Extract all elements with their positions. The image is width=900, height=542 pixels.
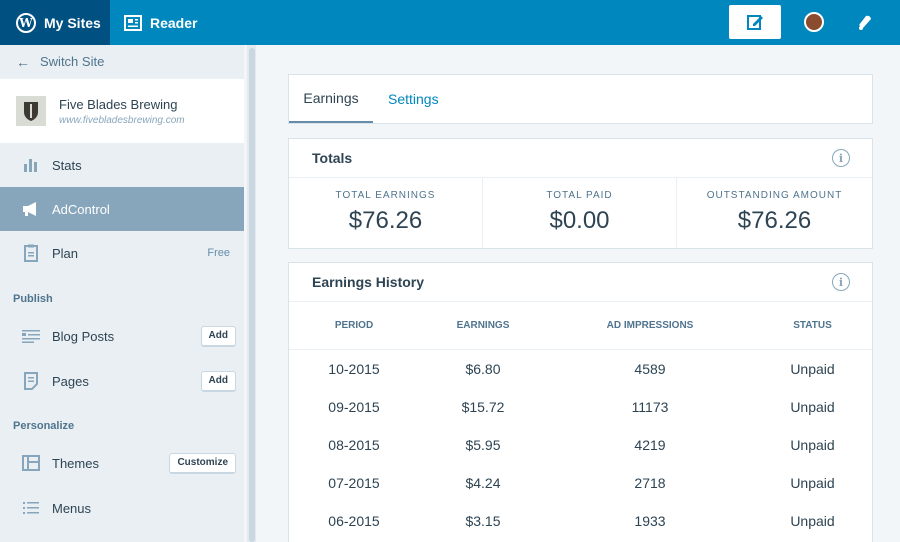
earnings-history-card: Earnings History i PERIOD EARNINGS AD IM… (289, 263, 872, 542)
posts-icon (22, 327, 40, 345)
site-name: Five Blades Brewing (59, 96, 178, 112)
table-row: 08-2015 $5.95 4219 Unpaid (289, 427, 872, 465)
customize-button[interactable]: Customize (169, 452, 236, 474)
sidebar-item-blog-posts[interactable]: Blog Posts Add (0, 314, 244, 358)
menus-icon (22, 499, 40, 517)
impressions-cell: 4589 (634, 361, 666, 377)
earnings-cell: $3.15 (465, 513, 501, 529)
user-avatar[interactable] (804, 12, 824, 32)
switch-site-link[interactable]: ← Switch Site (0, 45, 244, 78)
column-header-status: STATUS (793, 320, 832, 331)
sidebar-item-plan[interactable]: Plan Free (0, 231, 244, 275)
total-earnings-value: $76.26 (348, 207, 423, 234)
period-cell: 06-2015 (328, 513, 380, 529)
tab-settings[interactable]: Settings (388, 91, 439, 107)
sidebar-item-label: Blog Posts (52, 328, 115, 344)
period-cell: 09-2015 (328, 399, 380, 415)
status-cell: Unpaid (790, 361, 835, 377)
sidebar-item-label: Plan (52, 245, 79, 261)
total-earnings-label: TOTAL EARNINGS (335, 190, 436, 201)
sidebar-item-stats[interactable]: Stats (0, 143, 244, 187)
column-header-ad-impressions: AD IMPRESSIONS (606, 320, 694, 331)
period-cell: 10-2015 (328, 361, 380, 377)
switch-site-label: Switch Site (40, 54, 105, 69)
add-page-button[interactable]: Add (200, 370, 236, 392)
page-icon (22, 372, 40, 390)
outstanding-stat: OUTSTANDING AMOUNT $76.26 (676, 178, 872, 248)
earnings-cell: $6.80 (465, 361, 501, 377)
info-icon[interactable]: i (832, 149, 850, 167)
column-header-period: PERIOD (334, 320, 374, 331)
earnings-history-title: Earnings History (289, 263, 872, 302)
site-logo-icon (16, 96, 46, 126)
earnings-cell: $15.72 (461, 399, 505, 415)
section-label-publish: Publish (13, 293, 53, 305)
stats-icon (22, 156, 40, 174)
total-paid-label: TOTAL PAID (546, 190, 613, 201)
table-row: 06-2015 $3.15 1933 Unpaid (289, 503, 872, 541)
sidebar-item-label: Themes (52, 455, 99, 471)
clipboard-icon (22, 244, 40, 262)
earnings-cell: $4.24 (465, 475, 501, 491)
section-label-personalize: Personalize (13, 420, 75, 432)
totals-title: Totals (289, 139, 872, 178)
info-icon[interactable]: i (832, 273, 850, 291)
reader-button[interactable]: Reader (124, 0, 197, 45)
impressions-cell: 4219 (634, 437, 666, 453)
sidebar-item-label: AdControl (52, 201, 110, 217)
themes-icon (22, 454, 40, 472)
total-earnings-stat: TOTAL EARNINGS $76.26 (289, 178, 482, 248)
table-row: 09-2015 $15.72 11173 Unpaid (289, 389, 872, 427)
current-site-card[interactable]: Five Blades Brewing www.fivebladesbrewin… (0, 79, 244, 143)
sidebar-item-adcontrol[interactable]: AdControl (0, 187, 244, 231)
period-cell: 07-2015 (328, 475, 380, 491)
outstanding-value: $76.26 (737, 207, 812, 234)
reader-label: Reader (150, 14, 198, 31)
add-blog-post-button[interactable]: Add (200, 325, 236, 347)
column-header-earnings: EARNINGS (456, 320, 510, 331)
sidebar-scrollbar-thumb[interactable] (249, 48, 255, 542)
totals-card: Totals i TOTAL EARNINGS $76.26 TOTAL PAI… (289, 139, 872, 248)
notifications-bell-icon[interactable] (855, 12, 875, 37)
sidebar-item-label: Menus (52, 500, 92, 516)
total-paid-value: $0.00 (549, 207, 610, 234)
reader-icon (124, 14, 142, 31)
sidebar-item-menus[interactable]: Menus (0, 486, 244, 530)
status-cell: Unpaid (790, 437, 835, 453)
plan-badge: Free (207, 247, 230, 259)
impressions-cell: 2718 (634, 475, 666, 491)
sidebar-item-pages[interactable]: Pages Add (0, 359, 244, 403)
period-cell: 08-2015 (328, 437, 380, 453)
sidebar: ← Switch Site Five Blades Brewing www.fi… (0, 45, 244, 542)
table-header: PERIOD EARNINGS AD IMPRESSIONS STATUS (289, 302, 872, 350)
arrow-left-icon: ← (16, 53, 30, 70)
wordpress-logo-icon: W (16, 12, 36, 33)
my-sites-label: My Sites (44, 14, 101, 31)
earnings-cell: $5.95 (465, 437, 501, 453)
impressions-cell: 1933 (634, 513, 666, 529)
impressions-cell: 11173 (631, 399, 669, 415)
edit-icon (747, 15, 763, 30)
sidebar-item-label: Stats (52, 157, 82, 173)
status-cell: Unpaid (790, 475, 835, 491)
sidebar-item-themes[interactable]: Themes Customize (0, 441, 244, 485)
section-nav-tabs: Earnings Settings (289, 75, 872, 123)
write-post-button[interactable] (729, 5, 781, 39)
table-row: 07-2015 $4.24 2718 Unpaid (289, 465, 872, 503)
site-url: www.fivebladesbrewing.com (59, 114, 185, 126)
megaphone-icon (22, 200, 40, 218)
tab-earnings[interactable]: Earnings (289, 75, 373, 123)
my-sites-button[interactable]: W My Sites (0, 0, 110, 45)
status-cell: Unpaid (790, 513, 835, 529)
masterbar: W My Sites Reader (0, 0, 900, 45)
sidebar-item-label: Pages (52, 373, 89, 389)
table-row: 10-2015 $6.80 4589 Unpaid (289, 351, 872, 389)
status-cell: Unpaid (790, 399, 835, 415)
total-paid-stat: TOTAL PAID $0.00 (482, 178, 676, 248)
outstanding-label: OUTSTANDING AMOUNT (706, 190, 843, 201)
